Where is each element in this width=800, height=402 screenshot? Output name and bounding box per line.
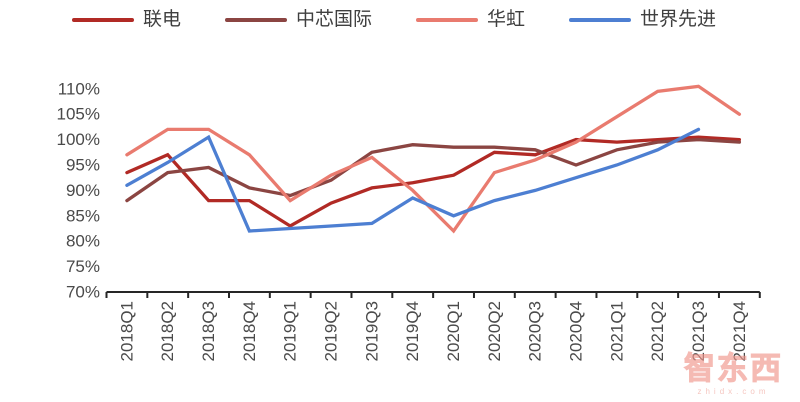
series-line-huahong [125, 84, 742, 234]
legend-item-huahong: 华虹 [416, 10, 525, 29]
legend: 联电 中芯国际 华虹 世界先进 [72, 10, 716, 29]
legend-label-smic: 中芯国际 [296, 9, 373, 30]
y-axis-label: 105% [57, 105, 100, 124]
series-line-smic [125, 137, 742, 203]
y-axis-label: 85% [66, 206, 100, 225]
y-axis-label: 75% [66, 257, 100, 276]
legend-label-vis: 世界先进 [640, 9, 717, 30]
y-axis-label: 70% [66, 283, 100, 302]
legend-item-vis: 世界先进 [569, 10, 716, 29]
x-axis-label: 2019Q1 [281, 301, 300, 362]
legend-item-umc: 联电 [72, 10, 181, 29]
x-axis-label: 2020Q3 [526, 301, 545, 362]
x-axis-label: 2019Q4 [403, 301, 422, 362]
x-axis-label: 2019Q2 [322, 301, 341, 362]
x-axis-label: 2018Q3 [199, 301, 218, 362]
x-axis-label: 2021Q2 [648, 301, 667, 362]
x-axis-label: 2019Q3 [362, 301, 381, 362]
y-axis-label: 100% [57, 130, 100, 149]
legend-item-smic: 中芯国际 [225, 10, 372, 29]
x-axis-label: 2018Q2 [158, 301, 177, 362]
x-axis-label: 2018Q1 [117, 301, 136, 362]
y-axis-label: 90% [66, 181, 100, 200]
x-axis-label: 2021Q3 [689, 301, 708, 362]
x-axis-label: 2020Q4 [567, 301, 586, 362]
legend-line-swatch-umc [72, 17, 134, 22]
x-axis-label: 2020Q2 [485, 301, 504, 362]
legend-line-swatch-smic [225, 17, 288, 22]
y-axis-label: 95% [66, 156, 100, 175]
x-axis-label: 2018Q4 [240, 301, 259, 362]
series-line-umc [125, 135, 742, 228]
legend-label-umc: 联电 [143, 9, 182, 30]
series-line-vis [125, 127, 701, 233]
legend-line-swatch-vis [569, 17, 632, 22]
y-axis-label: 110% [58, 79, 100, 98]
x-axis-label: 2021Q4 [730, 301, 749, 362]
legend-line-swatch-huahong [416, 17, 479, 22]
x-axis-label: 2021Q1 [607, 301, 626, 362]
y-axis-label: 80% [66, 232, 100, 251]
legend-label-huahong: 华虹 [487, 9, 526, 30]
x-axis-label: 2020Q1 [444, 301, 463, 362]
